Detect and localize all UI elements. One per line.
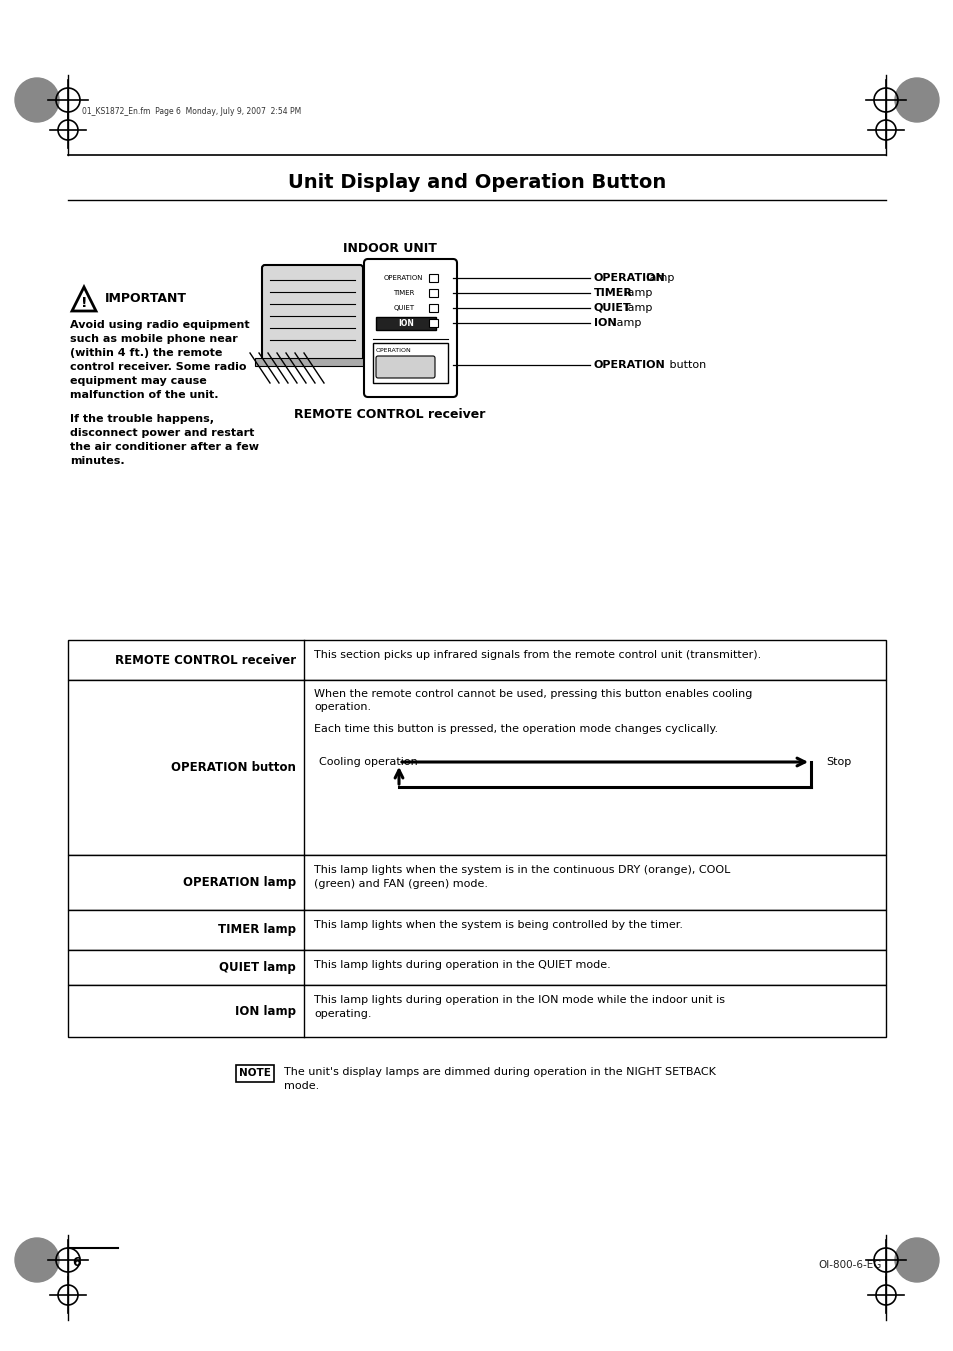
Text: ION lamp: ION lamp xyxy=(234,1005,295,1017)
Text: lamp: lamp xyxy=(620,303,652,313)
Text: TIMER: TIMER xyxy=(594,288,632,299)
Text: lamp: lamp xyxy=(610,317,641,328)
Text: Avoid using radio equipment: Avoid using radio equipment xyxy=(70,320,250,330)
Text: TIMER: TIMER xyxy=(393,290,414,296)
Bar xyxy=(235,1065,274,1082)
Text: lamp: lamp xyxy=(643,273,674,282)
Text: the air conditioner after a few: the air conditioner after a few xyxy=(70,442,258,453)
FancyBboxPatch shape xyxy=(262,265,363,361)
Text: mode.: mode. xyxy=(284,1081,319,1092)
Bar xyxy=(429,304,437,312)
Bar xyxy=(373,343,448,382)
Text: Unit Display and Operation Button: Unit Display and Operation Button xyxy=(288,173,665,192)
Bar xyxy=(68,640,885,680)
Circle shape xyxy=(894,78,938,122)
Bar xyxy=(68,985,885,1038)
Text: disconnect power and restart: disconnect power and restart xyxy=(70,428,254,438)
Text: Each time this button is pressed, the operation mode changes cyclically.: Each time this button is pressed, the op… xyxy=(314,724,718,734)
Text: REMOTE CONTROL receiver: REMOTE CONTROL receiver xyxy=(114,654,295,666)
Bar xyxy=(68,911,885,950)
Text: Stop: Stop xyxy=(825,757,850,767)
Text: OPERATION button: OPERATION button xyxy=(171,761,295,774)
Text: minutes.: minutes. xyxy=(70,457,125,466)
Bar xyxy=(429,274,437,282)
Circle shape xyxy=(894,1238,938,1282)
Bar xyxy=(375,317,436,330)
Text: such as mobile phone near: such as mobile phone near xyxy=(70,334,237,345)
Bar xyxy=(429,319,437,327)
Text: operating.: operating. xyxy=(314,1009,371,1019)
Text: If the trouble happens,: If the trouble happens, xyxy=(70,413,213,424)
FancyBboxPatch shape xyxy=(375,357,435,378)
Text: The unit's display lamps are dimmed during operation in the NIGHT SETBACK: The unit's display lamps are dimmed duri… xyxy=(284,1067,715,1077)
Text: TIMER lamp: TIMER lamp xyxy=(218,924,295,936)
Text: This section picks up infrared signals from the remote control unit (transmitter: This section picks up infrared signals f… xyxy=(314,650,760,661)
Text: control receiver. Some radio: control receiver. Some radio xyxy=(70,362,246,372)
Text: OPERATION: OPERATION xyxy=(375,349,412,354)
Bar xyxy=(429,289,437,297)
Text: malfunction of the unit.: malfunction of the unit. xyxy=(70,390,218,400)
Text: equipment may cause: equipment may cause xyxy=(70,376,207,386)
Text: QUIET: QUIET xyxy=(393,305,414,311)
Text: REMOTE CONTROL receiver: REMOTE CONTROL receiver xyxy=(294,408,485,422)
Text: (within 4 ft.) the remote: (within 4 ft.) the remote xyxy=(70,349,222,358)
Text: 01_KS1872_En.fm  Page 6  Monday, July 9, 2007  2:54 PM: 01_KS1872_En.fm Page 6 Monday, July 9, 2… xyxy=(82,108,301,116)
Text: This lamp lights when the system is being controlled by the timer.: This lamp lights when the system is bein… xyxy=(314,920,682,929)
Bar xyxy=(68,855,885,911)
Text: QUIET: QUIET xyxy=(594,303,631,313)
Text: OPERATION: OPERATION xyxy=(383,276,423,281)
Text: Cooling operation: Cooling operation xyxy=(318,757,417,767)
Text: (green) and FAN (green) mode.: (green) and FAN (green) mode. xyxy=(314,880,488,889)
Text: OPERATION: OPERATION xyxy=(594,359,665,370)
Text: QUIET lamp: QUIET lamp xyxy=(219,961,295,974)
Circle shape xyxy=(15,1238,59,1282)
Text: OI-800-6-EG: OI-800-6-EG xyxy=(818,1260,882,1270)
Text: OPERATION: OPERATION xyxy=(594,273,665,282)
Bar xyxy=(254,358,370,366)
Text: When the remote control cannot be used, pressing this button enables cooling: When the remote control cannot be used, … xyxy=(314,689,752,698)
Text: lamp: lamp xyxy=(620,288,652,299)
Text: operation.: operation. xyxy=(314,703,371,712)
Text: !: ! xyxy=(81,296,87,309)
Text: This lamp lights during operation in the ION mode while the indoor unit is: This lamp lights during operation in the… xyxy=(314,994,724,1005)
Circle shape xyxy=(15,78,59,122)
Text: 6: 6 xyxy=(71,1256,81,1270)
Text: button: button xyxy=(665,359,705,370)
Text: IMPORTANT: IMPORTANT xyxy=(105,292,187,304)
Polygon shape xyxy=(71,286,96,311)
Text: ION: ION xyxy=(397,319,414,327)
Text: OPERATION lamp: OPERATION lamp xyxy=(183,875,295,889)
Bar xyxy=(68,950,885,985)
FancyBboxPatch shape xyxy=(364,259,456,397)
Text: This lamp lights during operation in the QUIET mode.: This lamp lights during operation in the… xyxy=(314,961,610,970)
Text: INDOOR UNIT: INDOOR UNIT xyxy=(343,242,436,254)
Bar xyxy=(68,680,885,855)
Text: This lamp lights when the system is in the continuous DRY (orange), COOL: This lamp lights when the system is in t… xyxy=(314,865,730,875)
Text: NOTE: NOTE xyxy=(239,1069,271,1078)
Text: ION: ION xyxy=(594,317,616,328)
